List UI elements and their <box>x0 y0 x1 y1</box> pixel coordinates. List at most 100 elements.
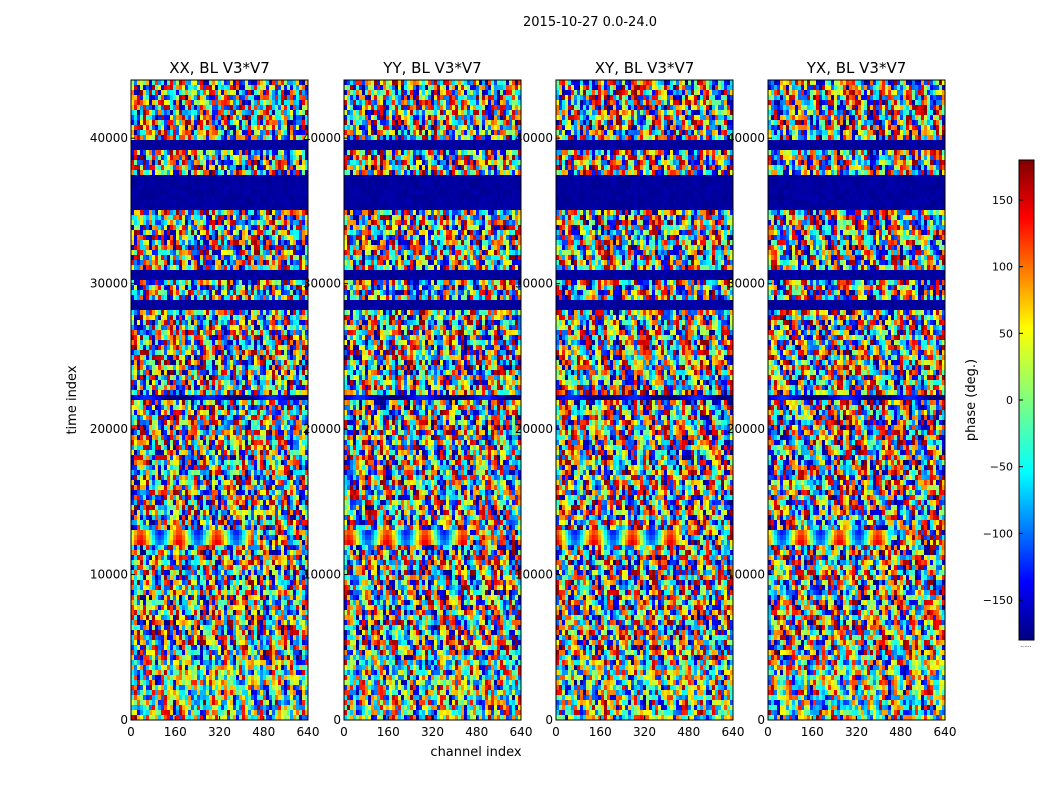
heatmap-cell <box>296 445 299 450</box>
heatmap-cell <box>275 295 278 300</box>
heatmap-cell <box>194 395 197 400</box>
heatmap-cell <box>224 105 227 110</box>
heatmap-cell <box>242 420 245 425</box>
heatmap-cell <box>245 185 248 190</box>
heatmap-cell <box>254 140 257 145</box>
heatmap-cell <box>269 235 272 240</box>
heatmap-cell <box>218 435 221 440</box>
heatmap-cell <box>230 470 233 475</box>
heatmap-cell <box>143 190 146 195</box>
heatmap-cell <box>158 80 161 85</box>
heatmap-cell <box>245 195 248 200</box>
heatmap-cell <box>185 460 188 465</box>
heatmap-cell <box>206 250 209 255</box>
heatmap-cell <box>215 85 218 90</box>
heatmap-cell <box>191 400 194 405</box>
heatmap-cell <box>296 265 299 270</box>
heatmap-cell <box>254 240 257 245</box>
heatmap-cell <box>185 225 188 230</box>
heatmap-cell <box>143 385 146 390</box>
heatmap-cell <box>305 435 308 440</box>
heatmap-cell <box>179 450 182 455</box>
heatmap-cell <box>266 385 269 390</box>
heatmap-cell <box>221 315 224 320</box>
heatmap-cell <box>254 420 257 425</box>
heatmap-cell <box>272 395 275 400</box>
heatmap-cell <box>197 480 200 485</box>
heatmap-cell <box>152 335 155 340</box>
heatmap-cell <box>155 215 158 220</box>
heatmap-cell <box>155 290 158 295</box>
heatmap-cell <box>176 155 179 160</box>
heatmap-cell <box>185 100 188 105</box>
heatmap-cell <box>296 230 299 235</box>
heatmap-cell <box>251 280 254 285</box>
heatmap-cell <box>296 325 299 330</box>
heatmap-cell <box>230 115 233 120</box>
heatmap-cell <box>140 230 143 235</box>
heatmap-cell <box>182 425 185 430</box>
heatmap-cell <box>164 335 167 340</box>
heatmap-cell <box>197 290 200 295</box>
heatmap-cell <box>194 100 197 105</box>
heatmap-cell <box>299 380 302 385</box>
heatmap-cell <box>158 275 161 280</box>
heatmap-cell <box>149 220 152 225</box>
heatmap-cell <box>203 450 206 455</box>
heatmap-cell <box>173 370 176 375</box>
heatmap-cell <box>281 350 284 355</box>
heatmap-cell <box>290 495 293 500</box>
heatmap-cell <box>182 475 185 480</box>
heatmap-cell <box>140 470 143 475</box>
heatmap-cell <box>221 420 224 425</box>
heatmap-cell <box>233 485 236 490</box>
heatmap-cell <box>158 115 161 120</box>
heatmap-cell <box>215 150 218 155</box>
heatmap-cell <box>236 455 239 460</box>
heatmap-cell <box>290 135 293 140</box>
heatmap-cell <box>185 295 188 300</box>
heatmap-cell <box>239 340 242 345</box>
heatmap-cell <box>239 250 242 255</box>
heatmap-cell <box>263 235 266 240</box>
heatmap-cell <box>155 325 158 330</box>
heatmap-cell <box>155 495 158 500</box>
heatmap-cell <box>293 105 296 110</box>
heatmap-cell <box>206 170 209 175</box>
heatmap-cell <box>167 500 170 505</box>
heatmap-cell <box>161 290 164 295</box>
heatmap-cell <box>242 335 245 340</box>
heatmap-cell <box>215 180 218 185</box>
heatmap-cell <box>251 250 254 255</box>
heatmap-cell <box>233 80 236 85</box>
heatmap-cell <box>254 135 257 140</box>
heatmap-cell <box>251 135 254 140</box>
heatmap-cell <box>182 350 185 355</box>
heatmap-cell <box>137 395 140 400</box>
heatmap-cell <box>134 365 137 370</box>
heatmap-cell <box>245 295 248 300</box>
heatmap-cell <box>293 400 296 405</box>
heatmap-cell <box>278 460 281 465</box>
heatmap-cell <box>218 470 221 475</box>
heatmap-cell <box>182 130 185 135</box>
heatmap-cell <box>146 430 149 435</box>
heatmap-cell <box>158 430 161 435</box>
heatmap-cell <box>194 495 197 500</box>
heatmap-cell <box>224 435 227 440</box>
heatmap-cell <box>137 265 140 270</box>
heatmap-cell <box>254 215 257 220</box>
heatmap-cell <box>233 420 236 425</box>
heatmap-cell <box>239 320 242 325</box>
heatmap-cell <box>140 310 143 315</box>
heatmap-cell <box>296 280 299 285</box>
heatmap-cell <box>206 320 209 325</box>
heatmap-cell <box>182 460 185 465</box>
heatmap-cell <box>212 95 215 100</box>
heatmap-cell <box>296 160 299 165</box>
heatmap-cell <box>254 330 257 335</box>
heatmap-cell <box>281 280 284 285</box>
heatmap-cell <box>140 80 143 85</box>
heatmap-cell <box>140 95 143 100</box>
heatmap-cell <box>227 285 230 290</box>
